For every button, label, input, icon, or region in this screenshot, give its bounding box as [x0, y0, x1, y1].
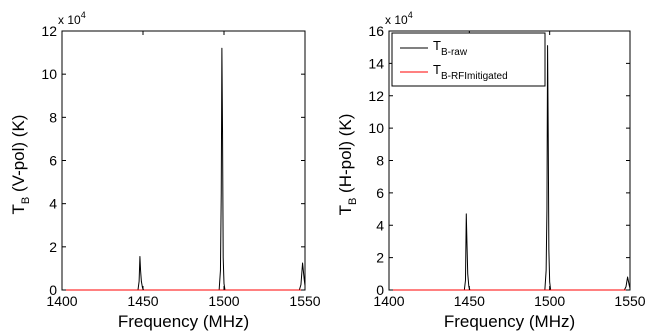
y-label-subscript: B — [347, 198, 359, 205]
y-label-rest: (H-pol) (K) — [336, 114, 355, 198]
legend-entry: TB-RFImitigated — [433, 62, 508, 82]
legend-subscript: B-RFImitigated — [441, 71, 508, 82]
x-axis-label: Frequency (MHz) — [444, 312, 575, 331]
x-axis-label: Frequency (MHz) — [118, 312, 249, 331]
y-label-rest: (V-pol) (K) — [9, 115, 28, 197]
multiplier-exponent: 4 — [408, 10, 413, 20]
y-tick-label: 14 — [368, 55, 384, 71]
y-tick-label: 12 — [368, 88, 384, 104]
y-tick-label: 4 — [49, 196, 57, 212]
axes-frame — [61, 30, 306, 291]
y-tick-label: 10 — [368, 120, 384, 136]
y-tick-label: 4 — [376, 217, 384, 233]
multiplier-exponent: 4 — [81, 10, 86, 20]
y-axis-label: TB (H-pol) (K) — [336, 114, 359, 216]
legend-box — [391, 32, 546, 87]
y-axis-label: TB (V-pol) (K) — [9, 115, 32, 215]
legend-subscript: B-raw — [441, 47, 468, 58]
y-label-subscript: B — [20, 197, 32, 204]
y-label-symbol: T — [336, 205, 355, 215]
y-axis-multiplier: x 104 — [58, 10, 86, 27]
legend-symbol: T — [433, 38, 441, 53]
y-tick-label: 12 — [41, 23, 57, 39]
x-tick-label: 1400 — [373, 293, 404, 309]
y-tick-label: 2 — [376, 250, 384, 266]
y-tick-label: 8 — [49, 109, 57, 125]
x-tick-label: 1500 — [208, 293, 239, 309]
series-line-raw — [62, 47, 306, 291]
y-tick-label: 2 — [49, 239, 57, 255]
y-axis-multiplier: x 104 — [385, 10, 413, 27]
y-label-symbol: T — [9, 204, 28, 214]
y-tick-label: 6 — [376, 185, 384, 201]
y-tick-label: 0 — [49, 282, 57, 298]
x-tick-label: 1550 — [614, 293, 645, 309]
series-line-raw — [389, 45, 631, 291]
y-tick-label: 16 — [368, 23, 384, 39]
x-tick-label: 1400 — [46, 293, 77, 309]
y-tick-label: 6 — [49, 153, 57, 169]
x-tick-label: 1450 — [454, 293, 485, 309]
x-tick-label: 1450 — [127, 293, 158, 309]
multiplier-base: x 10 — [385, 13, 408, 27]
multiplier-base: x 10 — [58, 13, 81, 27]
legend-entry: TB-raw — [433, 38, 468, 58]
y-tick-label: 10 — [41, 66, 57, 82]
x-tick-label: 1550 — [289, 293, 320, 309]
legend-symbol: T — [433, 62, 441, 77]
y-tick-label: 8 — [376, 153, 384, 169]
x-tick-label: 1500 — [534, 293, 565, 309]
y-tick-label: 0 — [376, 282, 384, 298]
